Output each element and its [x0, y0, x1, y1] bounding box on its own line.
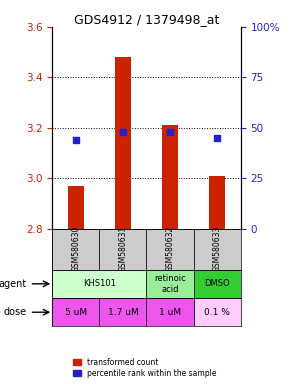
Text: dose: dose — [3, 307, 26, 317]
Bar — [99, 228, 146, 270]
Text: 1.7 uM: 1.7 uM — [108, 308, 138, 317]
Bar — [146, 298, 194, 326]
Text: 1 uM: 1 uM — [159, 308, 181, 317]
Text: DMSO: DMSO — [204, 279, 230, 288]
Bar — [115, 57, 131, 228]
Text: GSM580633: GSM580633 — [213, 226, 222, 272]
Bar — [52, 298, 99, 326]
Text: 0.1 %: 0.1 % — [204, 308, 230, 317]
Text: retinoic
acid: retinoic acid — [154, 274, 186, 293]
Text: 5 uM: 5 uM — [65, 308, 87, 317]
Text: GSM580632: GSM580632 — [166, 226, 175, 272]
Title: GDS4912 / 1379498_at: GDS4912 / 1379498_at — [74, 13, 219, 26]
Bar — [193, 298, 241, 326]
Text: KHS101: KHS101 — [83, 279, 116, 288]
Bar — [52, 228, 99, 270]
Bar — [193, 270, 241, 298]
Bar — [99, 298, 146, 326]
Bar — [209, 176, 225, 228]
Bar — [146, 270, 194, 298]
Text: agent: agent — [0, 279, 26, 289]
Legend: transformed count, percentile rank within the sample: transformed count, percentile rank withi… — [71, 355, 219, 380]
Point — [121, 129, 125, 135]
Point — [168, 129, 172, 135]
Bar — [162, 125, 178, 228]
Bar — [193, 228, 241, 270]
Text: GSM580631: GSM580631 — [118, 226, 127, 272]
Bar — [52, 270, 146, 298]
Text: GSM580630: GSM580630 — [71, 226, 80, 272]
Bar — [146, 228, 194, 270]
Bar — [68, 186, 84, 228]
Point — [215, 135, 220, 141]
Point — [73, 137, 78, 143]
